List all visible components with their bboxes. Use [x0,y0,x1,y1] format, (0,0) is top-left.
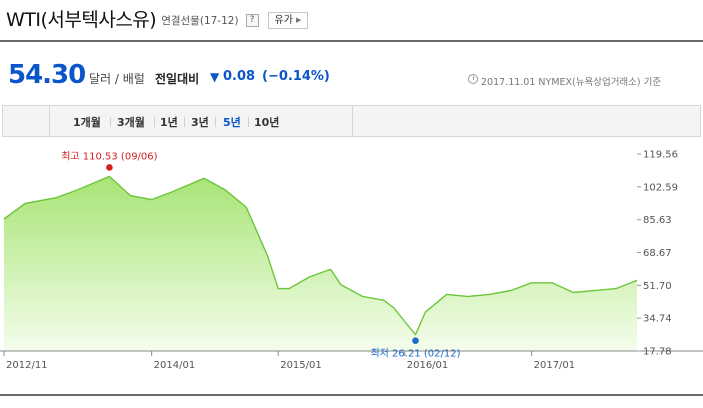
page-title-row: WTI(서부텍사스유) 연결선물(17-12) ? 유가 ▶ [6,6,309,31]
commodity-type-label: 유가 [274,14,293,26]
commodity-type-button[interactable]: 유가 ▶ [267,11,309,29]
x-tick-label: 2017/01 [534,360,576,371]
high-point-label: 최고 110.53 (09/06) [61,150,157,162]
tab-3year[interactable]: 3년 [191,116,209,129]
tab-1month[interactable]: 1개월 [73,116,101,129]
tab-separator [215,117,216,127]
tab-separator [110,117,111,127]
low-point-label: 최저 26.21 (02/12) [370,348,460,360]
y-tick-label: 119.56 [643,150,678,161]
price-summary: 54.30 달러 / 배럴 전일대비 ▼ 0.08 (−0.14%) 2017.… [8,60,698,92]
help-button[interactable]: ? [245,13,259,27]
x-tick-label: 2014/01 [154,360,196,371]
tab-3month[interactable]: 3개월 [117,116,145,129]
tab-10year[interactable]: 10년 [254,116,280,129]
x-tick-label: 2015/01 [280,360,322,371]
y-tick-label: 68.67 [643,248,672,259]
price-unit: 달러 / 배럴 [89,72,145,86]
price-chart-svg: 119.56 102.59 85.63 68.67 51.70 34.74 17.78 201… [0,150,703,371]
x-tick-label: 2012/11 [6,360,48,371]
y-tick-label: 102.59 [643,182,678,193]
tab-separator [154,117,155,127]
tab-separator [248,117,249,127]
current-price: 54.30 [8,60,86,90]
tabs-divider-right [352,106,353,136]
price-series-line [3,175,638,336]
header-divider [0,40,703,42]
tab-5year[interactable]: 5년 [223,116,241,129]
footer-divider [0,394,703,396]
tabs-divider-left [49,106,50,136]
low-point-marker [412,337,419,344]
chevron-right-icon: ▶ [295,15,302,24]
price-chart: 119.56 102.59 85.63 68.67 51.70 34.74 17.78 201… [0,140,703,375]
change-value: 0.08 [223,69,256,84]
y-tick-label: 17.78 [643,347,672,358]
period-tabs: 1개월 3개월 1년 3년 5년 10년 [2,105,701,137]
change-label: 전일대비 [155,72,200,86]
high-point-marker [106,164,113,171]
x-tick-label: 2016/01 [407,360,449,371]
price-date-info: 2017.11.01 NYMEX(뉴욕상업거래소) 기준 [481,77,662,88]
tab-1year[interactable]: 1년 [160,116,178,129]
change-percent: (−0.14%) [262,69,330,84]
clock-icon [468,74,478,84]
contract-subtitle: 연결선물(17-12) [161,14,239,27]
triangle-down-icon: ▼ [210,70,220,84]
page-title: WTI(서부텍사스유) [6,8,157,31]
tab-separator [184,117,185,127]
price-area-fill [4,176,637,351]
y-tick-label: 51.70 [643,281,672,292]
y-tick-label: 85.63 [643,215,672,226]
y-tick-label: 34.74 [643,314,672,325]
